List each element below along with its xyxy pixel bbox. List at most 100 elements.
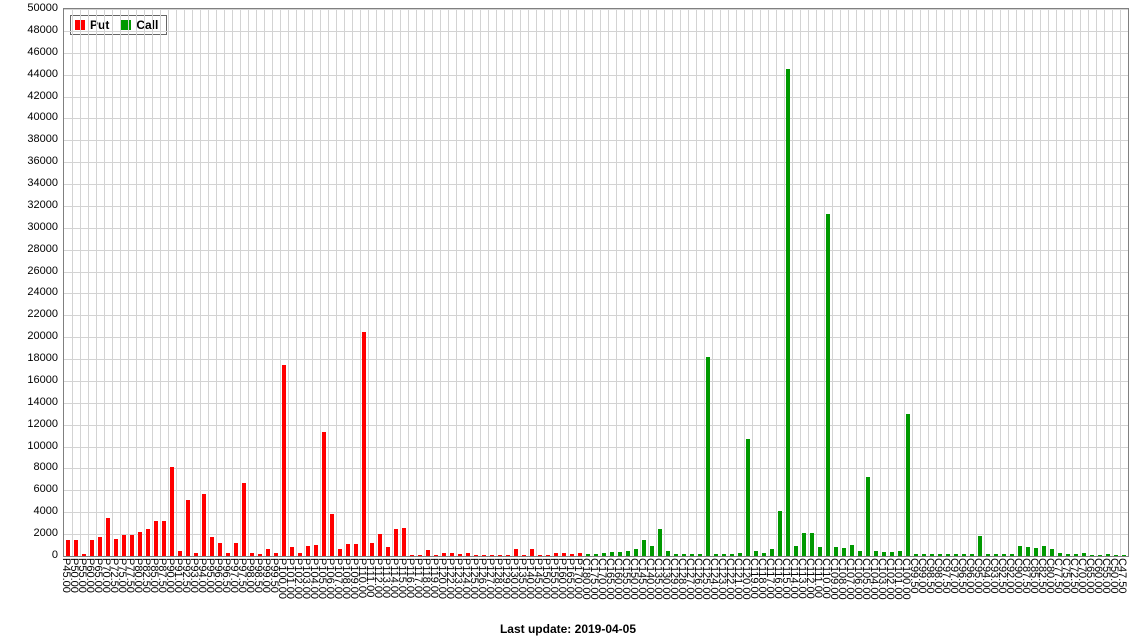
bar [202,494,206,556]
grid-line-v [656,9,657,556]
x-tick-label: C47.50 [1116,558,1128,593]
bar [570,554,574,556]
grid-line-v [552,9,553,556]
bar [1074,554,1078,556]
bar [234,543,238,556]
grid-line-v [400,9,401,556]
grid-line-v [648,9,649,556]
grid-line-v [440,9,441,556]
bar [90,540,94,556]
bar [650,546,654,556]
bar [170,467,174,556]
grid-line-v [768,9,769,556]
grid-line-v [424,9,425,556]
grid-line-v [840,9,841,556]
bar [1114,555,1118,556]
bar [322,432,326,556]
grid-line-v [216,9,217,556]
grid-line-v [1024,9,1025,556]
grid-line-v [104,9,105,556]
bar [1066,554,1070,556]
grid-line-v [944,9,945,556]
bar [266,549,270,556]
bar [890,552,894,556]
grid-line-v [528,9,529,556]
grid-line-v [120,9,121,556]
bar [586,554,590,556]
grid-line-v [288,9,289,556]
grid-line-v [128,9,129,556]
grid-line-v [808,9,809,556]
bar [538,555,542,556]
bar [146,529,150,556]
bar [674,554,678,556]
grid-line-v [456,9,457,556]
grid-line-v [832,9,833,556]
bar [298,553,302,556]
grid-line-v [1032,9,1033,556]
bar [778,511,782,556]
bar [186,500,190,556]
grid-line-v [248,9,249,556]
grid-line-v [536,9,537,556]
bar [706,357,710,556]
y-tick-label: 14000 [8,396,58,408]
grid-line-v [760,9,761,556]
grid-line-v [480,9,481,556]
bar [730,554,734,556]
bar [666,551,670,556]
grid-line-v [720,9,721,556]
grid-line-v [328,9,329,556]
bar [690,554,694,556]
bar [1010,554,1014,556]
y-tick-label: 6000 [8,483,58,495]
bar [834,547,838,556]
bar [882,552,886,556]
bar [610,552,614,556]
bar [1034,548,1038,556]
grid-line-v [752,9,753,556]
grid-line-v [416,9,417,556]
bar [490,555,494,556]
grid-line-v [976,9,977,556]
grid-line-v [464,9,465,556]
grid-line-v [816,9,817,556]
bar [738,553,742,556]
bar [506,555,510,556]
bar [1122,555,1126,556]
bar [898,551,902,556]
bar [210,537,214,556]
bar [618,552,622,556]
bar [330,514,334,556]
bar [1098,555,1102,556]
bar [1090,555,1094,556]
grid-line-v [968,9,969,556]
grid-line-v [88,9,89,556]
grid-line-v [1104,9,1105,556]
y-tick-label: 0 [8,549,58,561]
grid-line-v [352,9,353,556]
grid-line-v [1064,9,1065,556]
bar [922,554,926,556]
grid-line-v [896,9,897,556]
grid-line-v [136,9,137,556]
grid-line-v [1128,9,1129,556]
grid-line-v [1048,9,1049,556]
grid-line-v [624,9,625,556]
grid-line-v [448,9,449,556]
y-tick-label: 44000 [8,68,58,80]
grid-line-v [728,9,729,556]
bar [370,543,374,556]
legend-swatch-call [121,20,131,30]
bar [746,439,750,556]
grid-line-v [160,9,161,556]
y-tick-label: 12000 [8,418,58,430]
grid-line-v [304,9,305,556]
bar [346,544,350,556]
bar [546,555,550,556]
grid-line-v [632,9,633,556]
y-tick-label: 4000 [8,505,58,517]
bar [130,535,134,556]
y-tick-label: 30000 [8,221,58,233]
bar [722,554,726,556]
